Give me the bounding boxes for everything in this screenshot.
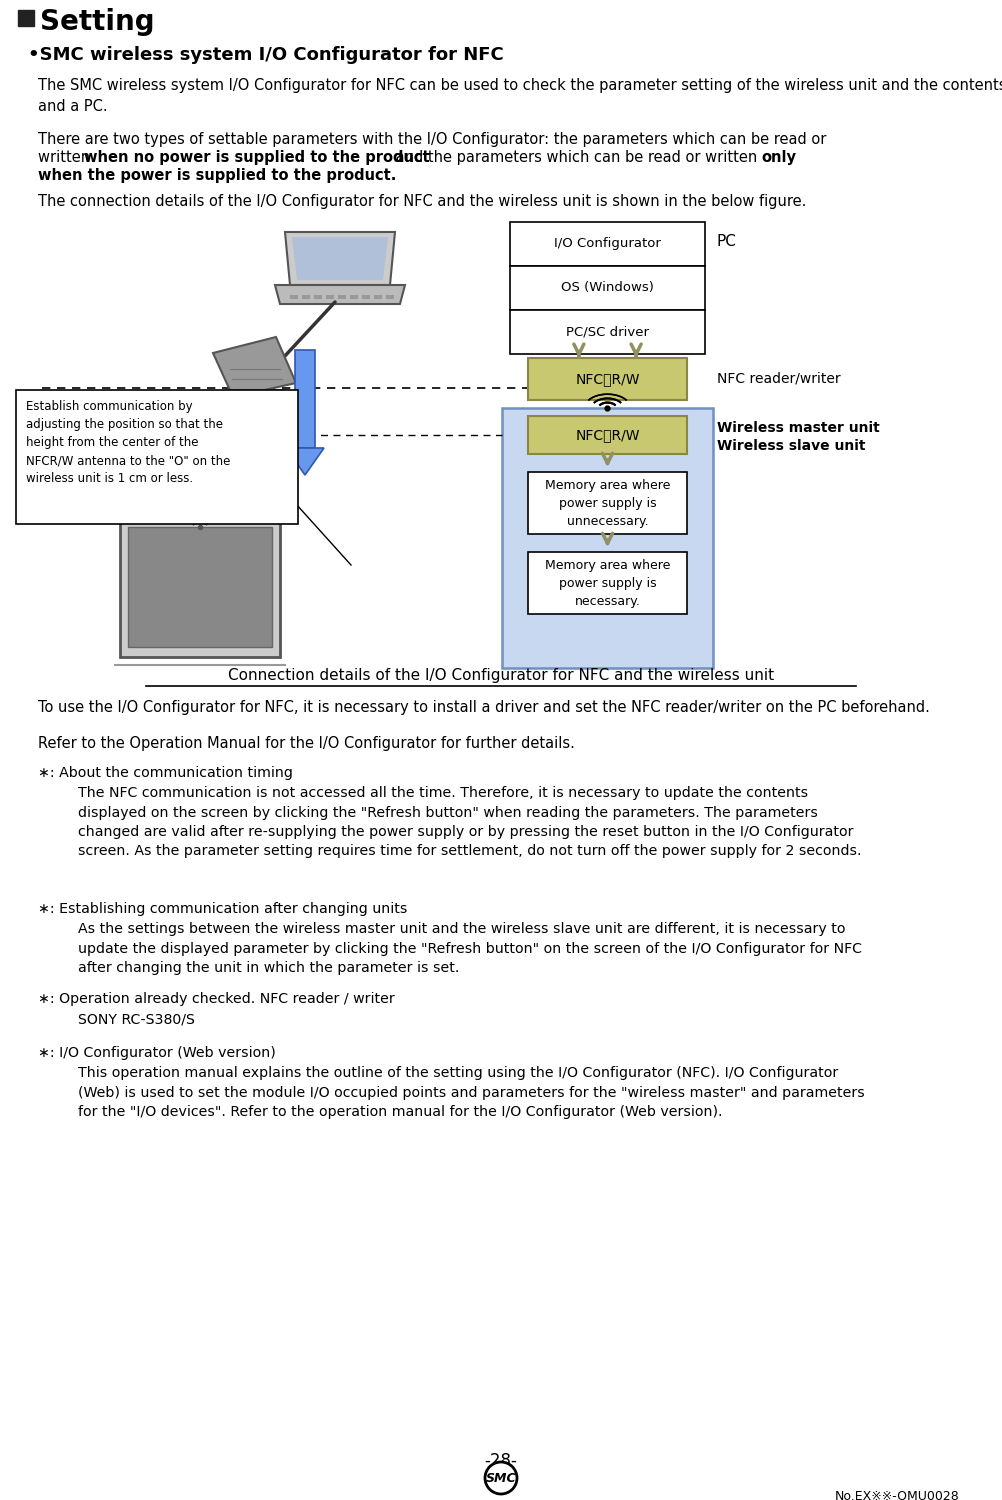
Text: Connection details of the I/O Configurator for NFC and the wireless unit: Connection details of the I/O Configurat… [227, 668, 775, 682]
Text: NFC　R/W: NFC R/W [575, 372, 639, 386]
Text: This operation manual explains the outline of the setting using the I/O Configur: This operation manual explains the outli… [78, 1066, 865, 1119]
Bar [528, 472, 687, 534]
Text: Setting: Setting [40, 8, 154, 36]
Text: Establish communication by
adjusting the position so that the
height from the ce: Establish communication by adjusting the… [26, 400, 230, 484]
Bar [128, 526, 272, 646]
Text: ∗: Establishing communication after changing units: ∗: Establishing communication after chan… [38, 902, 408, 916]
Bar [295, 350, 315, 448]
Text: written: written [38, 150, 95, 165]
Text: -28-: -28- [485, 1452, 517, 1470]
Bar [314, 296, 322, 298]
Text: •SMC wireless system I/O Configurator for NFC: •SMC wireless system I/O Configurator fo… [28, 46, 504, 64]
Text: Memory area where
power supply is
necessary.: Memory area where power supply is necess… [545, 558, 670, 608]
Bar [128, 492, 272, 522]
Polygon shape [213, 338, 296, 398]
Bar [528, 552, 687, 614]
Text: when the power is supplied to the product.: when the power is supplied to the produc… [38, 168, 397, 183]
Bar [302, 296, 310, 298]
Text: SONY RC-S380/S: SONY RC-S380/S [78, 1013, 194, 1026]
Bar [350, 296, 358, 298]
Text: NFC　R/W: NFC R/W [575, 427, 639, 442]
Text: only: only [761, 150, 796, 165]
Bar [510, 310, 705, 354]
Bar [326, 296, 334, 298]
Text: Wireless master unit: Wireless master unit [717, 422, 880, 435]
Polygon shape [292, 237, 388, 280]
Bar [510, 222, 705, 266]
Bar [528, 416, 687, 454]
Text: The connection details of the I/O Configurator for NFC and the wireless unit is : The connection details of the I/O Config… [38, 194, 807, 208]
Polygon shape [275, 285, 405, 304]
Bar [502, 408, 713, 668]
Bar [510, 266, 705, 310]
Text: SMC: SMC [486, 1472, 516, 1485]
Text: ∗: About the communication timing: ∗: About the communication timing [38, 766, 293, 780]
Text: Wireless slave unit: Wireless slave unit [717, 440, 866, 453]
Circle shape [485, 1462, 517, 1494]
Text: I/O Configurator: I/O Configurator [554, 237, 661, 250]
Bar [386, 296, 394, 298]
Text: when no power is supplied to the product: when no power is supplied to the product [84, 150, 430, 165]
Bar [362, 296, 370, 298]
Polygon shape [286, 448, 324, 476]
Bar [528, 358, 687, 401]
Bar [120, 492, 280, 657]
Text: ∗: Operation already checked. NFC reader / writer: ∗: Operation already checked. NFC reader… [38, 992, 395, 1006]
Text: Memory area where
power supply is
unnecessary.: Memory area where power supply is unnece… [545, 478, 670, 528]
Text: To use the I/O Configurator for NFC, it is necessary to install a driver and set: To use the I/O Configurator for NFC, it … [38, 700, 930, 715]
Text: NFC reader/writer: NFC reader/writer [717, 372, 841, 386]
Bar [338, 296, 346, 298]
Text: The SMC wireless system I/O Configurator for NFC can be used to check the parame: The SMC wireless system I/O Configurator… [38, 78, 1002, 114]
Text: ∗: I/O Configurator (Web version): ∗: I/O Configurator (Web version) [38, 1046, 276, 1060]
Text: PC: PC [717, 234, 736, 249]
Text: OS (Windows): OS (Windows) [561, 282, 654, 294]
Text: As the settings between the wireless master unit and the wireless slave unit are: As the settings between the wireless mas… [78, 922, 862, 975]
Bar [290, 296, 298, 298]
Text: PC/SC driver: PC/SC driver [566, 326, 649, 339]
Bar [18, 10, 34, 26]
Text: No.EX※※-OMU0028: No.EX※※-OMU0028 [836, 1490, 960, 1500]
Bar [374, 296, 382, 298]
Polygon shape [285, 232, 395, 285]
Text: There are two types of settable parameters with the I/O Configurator: the parame: There are two types of settable paramete… [38, 132, 827, 147]
Text: and the parameters which can be read or written: and the parameters which can be read or … [391, 150, 762, 165]
FancyBboxPatch shape [16, 390, 298, 524]
Text: The NFC communication is not accessed all the time. Therefore, it is necessary t: The NFC communication is not accessed al… [78, 786, 862, 858]
Text: Refer to the Operation Manual for the I/O Configurator for further details.: Refer to the Operation Manual for the I/… [38, 736, 575, 752]
